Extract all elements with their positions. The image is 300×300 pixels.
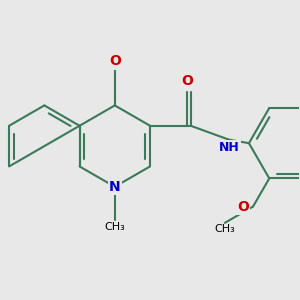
Text: CH₃: CH₃ [214,224,235,234]
Text: N: N [109,180,121,194]
Text: O: O [181,74,193,88]
Text: CH₃: CH₃ [104,222,125,232]
Text: O: O [237,200,249,214]
Text: NH: NH [218,141,239,154]
Text: O: O [109,54,121,68]
